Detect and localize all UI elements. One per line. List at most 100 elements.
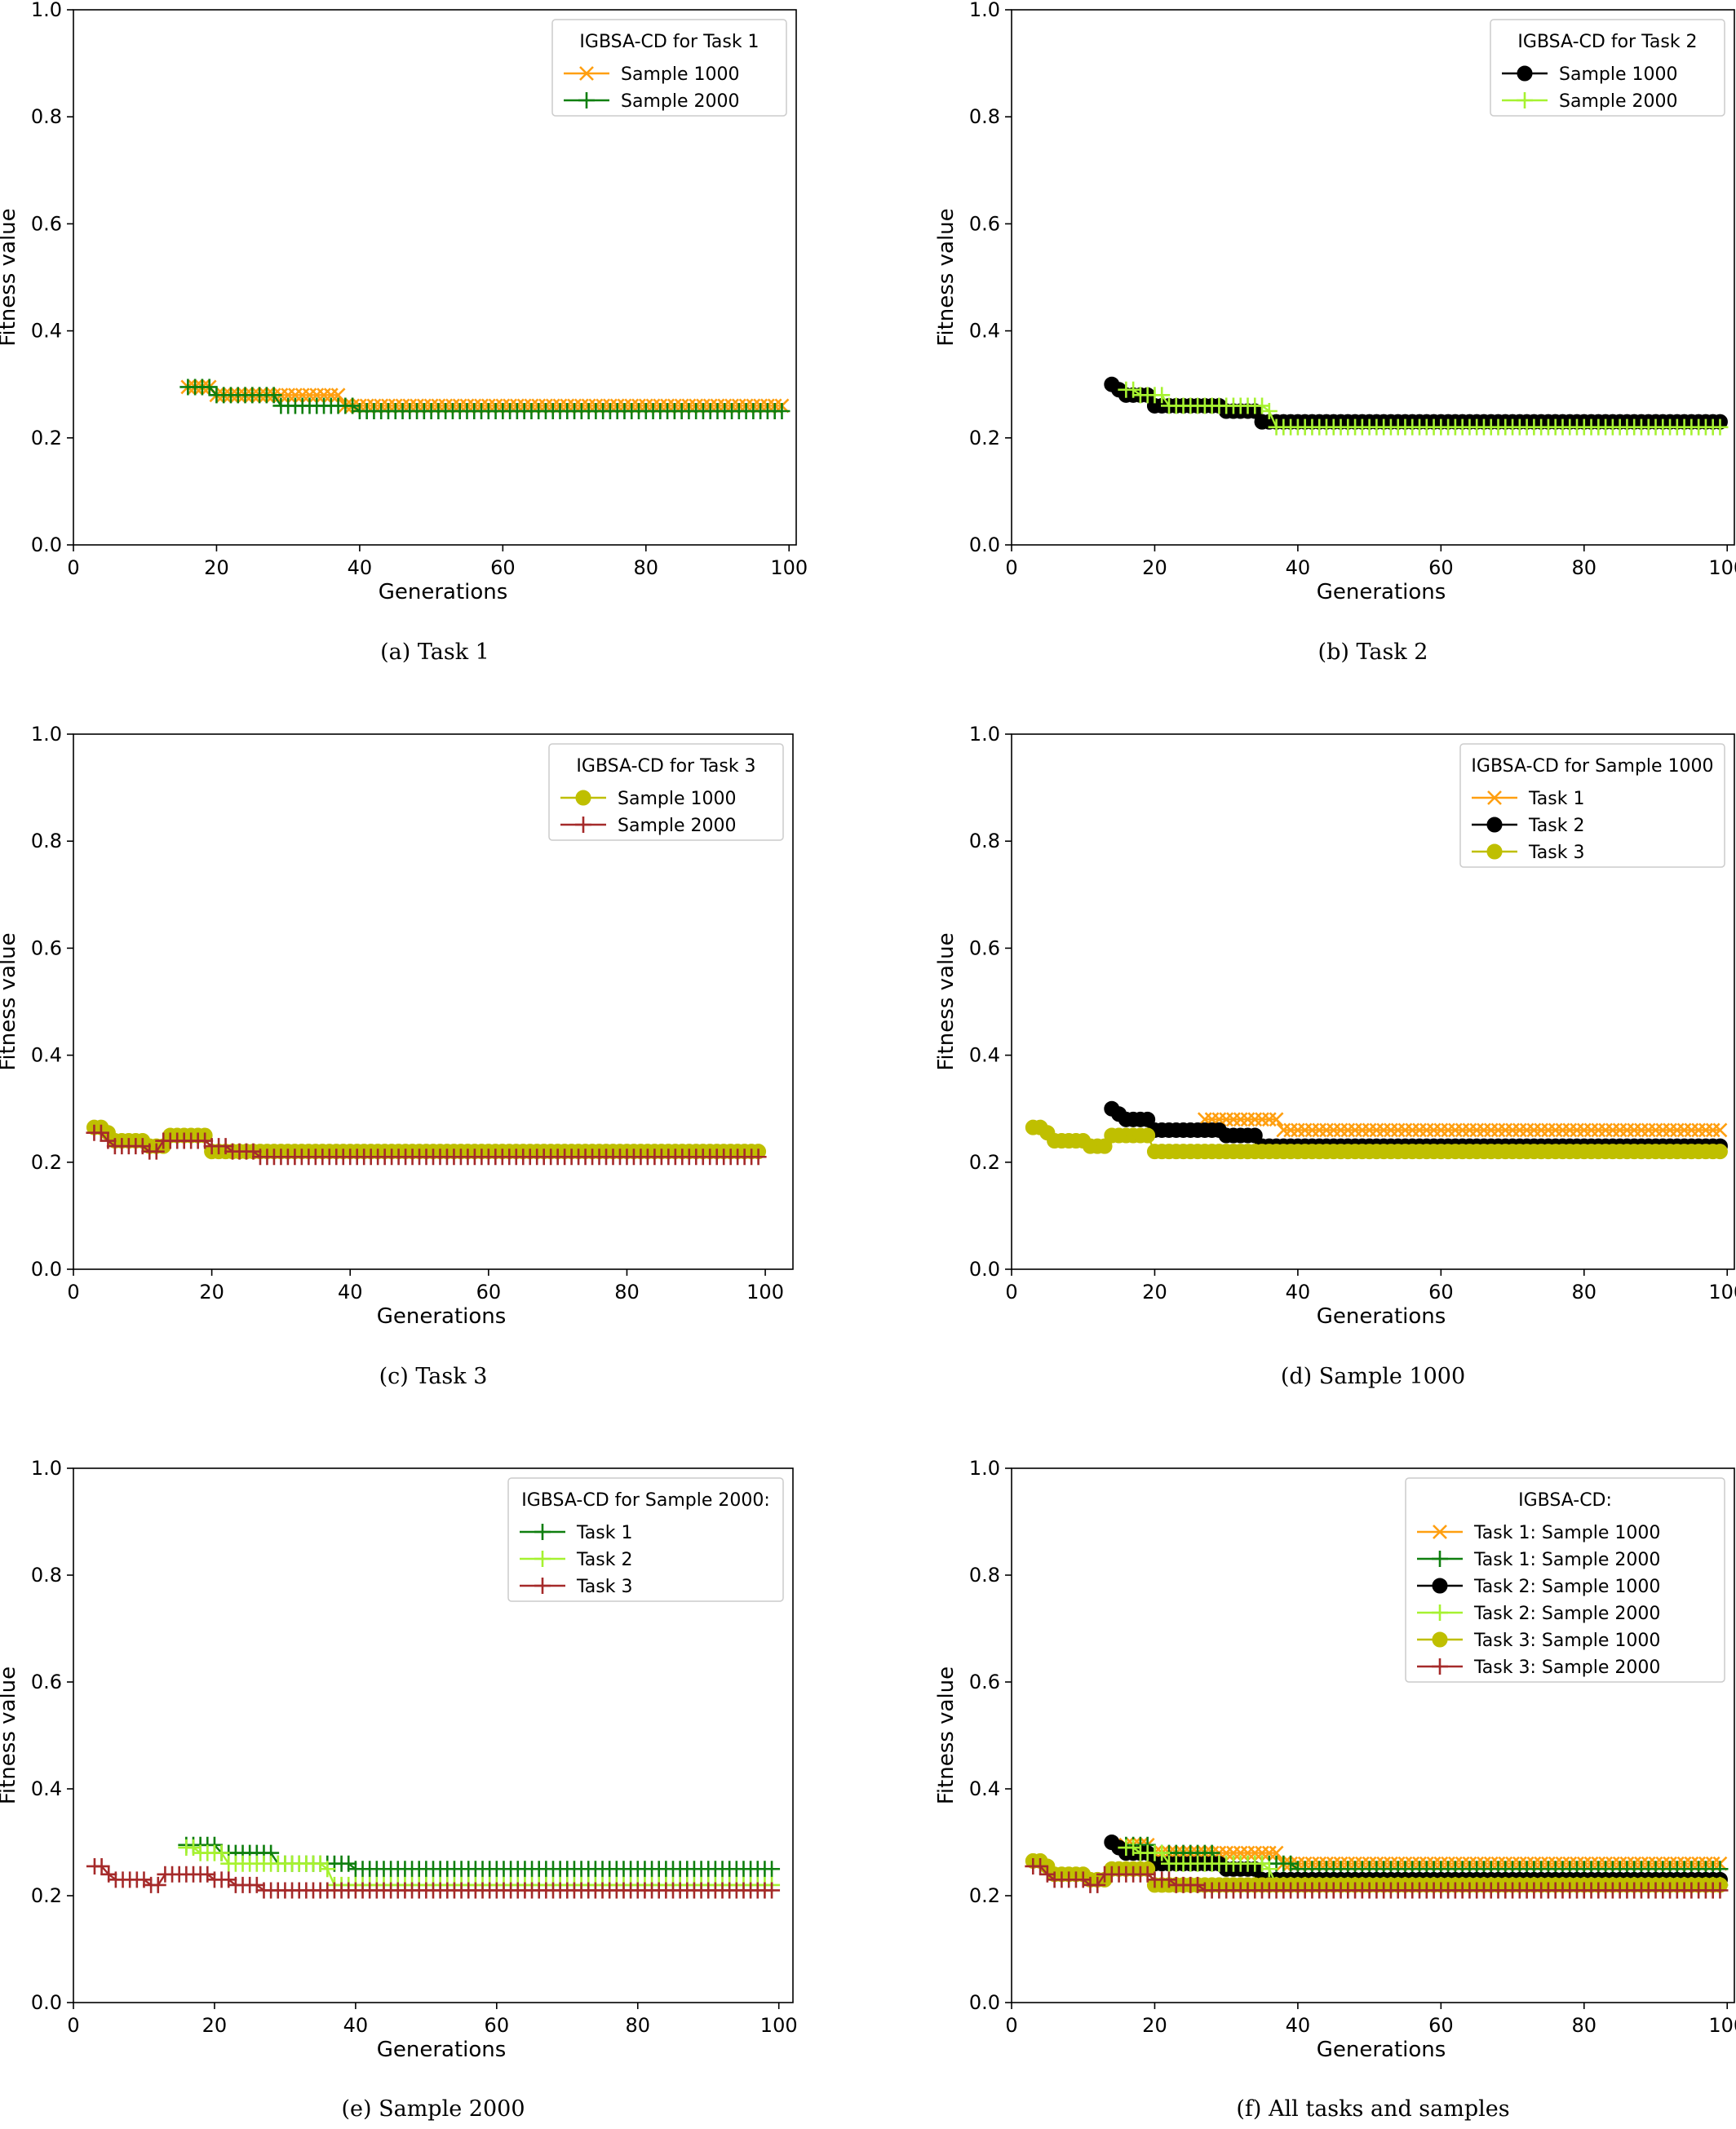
x-tick-label: 100 <box>746 1281 784 1304</box>
y-tick-label: 0.2 <box>31 427 62 449</box>
y-axis-label: Fitness value <box>0 208 20 346</box>
series-1-point-22 <box>1269 1845 1284 1861</box>
legend: IGBSA-CD for Task 2 Sample 1000 Sample 200… <box>1490 19 1725 117</box>
x-tick-label: 0 <box>67 1281 79 1304</box>
series-3-point-11 <box>1096 1138 1113 1154</box>
y-tick-label: 0.4 <box>969 320 1000 343</box>
x-axis-label: Generations <box>377 1304 507 1329</box>
series-2-point-84 <box>1712 418 1729 436</box>
y-tick-label: 0.2 <box>969 1151 1000 1174</box>
x-tick-label: 80 <box>614 1281 640 1304</box>
legend-swatch-marker <box>1487 790 1502 805</box>
legend-box <box>1405 1477 1725 1683</box>
series-1-point-15 <box>1297 1122 1313 1138</box>
x-tick-label: 0 <box>1005 1281 1017 1304</box>
y-tick-label: 1.0 <box>31 0 62 21</box>
legend-entry: Task 1 <box>1528 789 1584 809</box>
axes-frame <box>73 1467 794 2003</box>
x-tick-label: 80 <box>625 2014 650 2037</box>
legend-title: IGBSA-CD for Task 1 <box>579 32 759 52</box>
legend-title: IGBSA-CD: <box>1518 1490 1612 1511</box>
series-group <box>86 1836 781 1899</box>
series-2-point-84 <box>773 403 790 419</box>
chart-panel-2: 0 20 40 60 80 100 0.0 0.2 0.4 0.6 0.8 1.0 Generation… <box>934 0 1736 665</box>
legend-entry: Task 3: Sample 2000 <box>1473 1658 1660 1678</box>
legend-box <box>548 743 784 841</box>
legend: IGBSA-CD: Task 1: Sample 1000 Task 1: Samp… <box>1405 1477 1725 1683</box>
y-tick-label: 0.8 <box>969 830 1000 852</box>
x-tick-label: 60 <box>485 2014 510 2037</box>
y-tick-label: 0.6 <box>969 936 1000 959</box>
series-1-point-65 <box>1655 1122 1671 1138</box>
series-1-point-19 <box>309 387 325 403</box>
y-tick-label: 0.6 <box>969 212 1000 235</box>
series-1-point-12 <box>1276 1122 1291 1138</box>
chart-panel-1: 0 20 40 60 80 100 0.0 0.2 0.4 0.6 0.8 1.0 Generation… <box>0 0 808 665</box>
series-1-point-13 <box>1283 1122 1299 1138</box>
x-tick-label: 20 <box>199 1281 224 1304</box>
x-tick-label: 100 <box>770 556 808 579</box>
series-1-point-20 <box>317 387 331 403</box>
x-tick-label: 80 <box>1572 2014 1597 2037</box>
series-1-point-17 <box>294 387 310 403</box>
y-axis-label: Fitness value <box>934 208 959 346</box>
series-1-point-49 <box>1541 1122 1556 1138</box>
series-1-point-14 <box>1290 1122 1305 1138</box>
y-tick-label: 0.8 <box>31 105 62 128</box>
y-tick-label: 0.0 <box>31 1258 62 1281</box>
series-1-point-17 <box>1312 1122 1327 1138</box>
x-tick-label: 20 <box>1142 556 1167 579</box>
series-1-point-66 <box>1663 1122 1677 1138</box>
series-1-point-45 <box>1512 1122 1527 1138</box>
y-axis-label: Fitness value <box>0 932 20 1070</box>
series-group <box>179 378 790 419</box>
x-tick-label: 60 <box>476 1281 502 1304</box>
legend-swatch-marker <box>575 790 591 806</box>
legend-entry: Task 3: Sample 1000 <box>1473 1631 1660 1651</box>
x-tick-label: 0 <box>1005 556 1017 579</box>
series-1-point-28 <box>1390 1122 1406 1138</box>
y-tick-label: 0.0 <box>969 1991 1000 2014</box>
legend-entry: Sample 2000 <box>1559 91 1677 112</box>
series-1-point-59 <box>1612 1122 1628 1138</box>
series-4-point-21 <box>1260 1861 1278 1878</box>
series-line-1 <box>186 1844 773 1870</box>
y-axis-label: Fitness value <box>934 932 959 1070</box>
series-1-point-18 <box>1319 1122 1334 1138</box>
series-1-point-72 <box>1705 1122 1720 1138</box>
series-1-point-31 <box>1412 1122 1427 1138</box>
series-1-point-22 <box>1348 1122 1362 1138</box>
legend-box <box>1459 743 1725 868</box>
series-1-point-16 <box>1304 1122 1320 1138</box>
legend: IGBSA-CD for Task 1 Sample 1000 Sample 200… <box>551 19 787 117</box>
series-1-point-38 <box>1462 1122 1477 1138</box>
series-1-point-9 <box>1255 1112 1269 1127</box>
y-tick-label: 0.0 <box>31 533 62 556</box>
x-tick-label: 20 <box>204 556 229 579</box>
y-axis-label: Fitness value <box>0 1666 20 1804</box>
legend-title: IGBSA-CD for Task 2 <box>1517 32 1697 52</box>
y-tick-label: 0.8 <box>31 1564 62 1587</box>
series-2-point-6 <box>1154 387 1171 404</box>
series-group <box>1025 1100 1728 1160</box>
legend-swatch-marker <box>1486 817 1503 833</box>
series-1-point-43 <box>1498 1122 1513 1138</box>
x-tick-label: 20 <box>1142 2014 1167 2037</box>
series-1-point-84 <box>764 1861 781 1878</box>
y-axis-label: Fitness value <box>934 1666 959 1804</box>
x-tick-label: 40 <box>338 1281 363 1304</box>
panel-caption: (b) Task 2 <box>1318 640 1428 665</box>
series-1-point-34 <box>1433 1122 1449 1138</box>
series-1-point-21 <box>1261 1845 1277 1861</box>
legend-entry: Sample 1000 <box>618 789 736 809</box>
series-1-point-60 <box>1619 1122 1635 1138</box>
legend-entry: Task 2 <box>1528 816 1584 836</box>
series-1-point-69 <box>1684 1122 1699 1138</box>
legend: IGBSA-CD for Task 3 Sample 1000 Sample 200… <box>548 743 784 841</box>
y-tick-label: 1.0 <box>969 1457 1000 1480</box>
series-1-point-53 <box>1570 1122 1584 1138</box>
legend-title: IGBSA-CD for Task 3 <box>576 756 755 777</box>
series-1-point-47 <box>1526 1122 1542 1138</box>
series-1-point-58 <box>1605 1122 1620 1138</box>
x-tick-label: 20 <box>202 2014 228 2037</box>
